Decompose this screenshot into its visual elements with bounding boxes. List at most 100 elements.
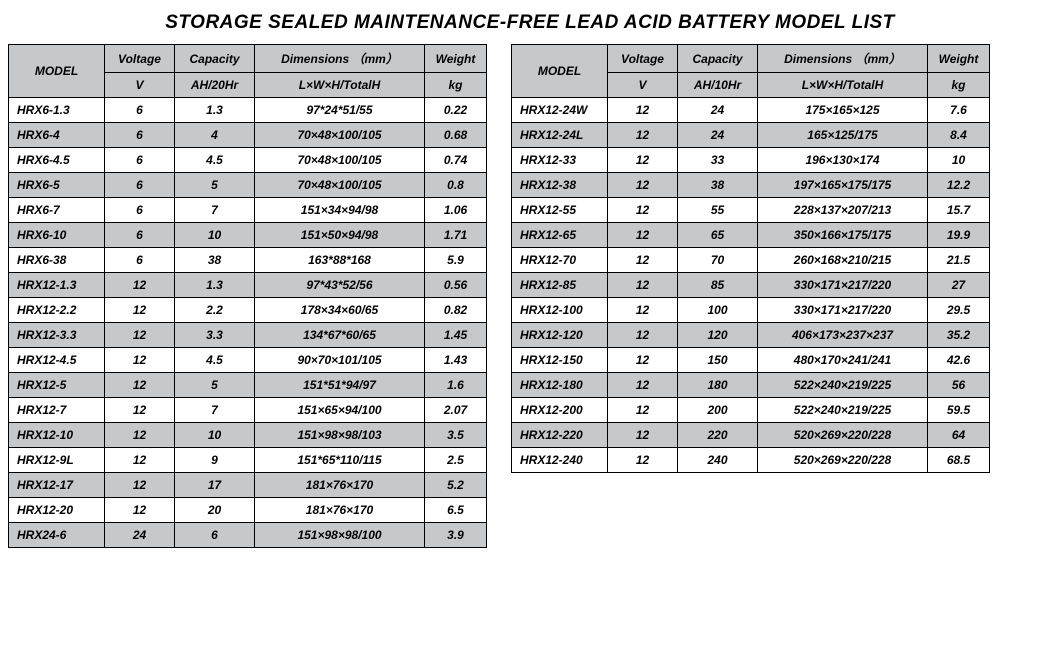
cell-weight: 1.6 <box>425 373 487 398</box>
table-row: HRX12-18012180522×240×219/22556 <box>512 373 990 398</box>
cell-voltage: 12 <box>608 148 678 173</box>
cell-voltage: 12 <box>105 323 175 348</box>
cell-weight: 68.5 <box>928 448 990 473</box>
table-row: HRX12-24012240520×269×220/22868.5 <box>512 448 990 473</box>
cell-capacity: 10 <box>175 223 255 248</box>
table-row: HRX12-10012100330×171×217/22029.5 <box>512 298 990 323</box>
cell-dimensions: 480×170×241/241 <box>758 348 928 373</box>
cell-weight: 10 <box>928 148 990 173</box>
cell-voltage: 12 <box>105 273 175 298</box>
cell-voltage: 12 <box>608 298 678 323</box>
cell-model: HRX6-4.5 <box>9 148 105 173</box>
cell-capacity: 200 <box>678 398 758 423</box>
table-row: HRX12-851285330×171×217/22027 <box>512 273 990 298</box>
table-row: HRX12-7127151×65×94/1002.07 <box>9 398 487 423</box>
cell-dimensions: 151×50×94/98 <box>255 223 425 248</box>
cell-model: HRX6-38 <box>9 248 105 273</box>
cell-weight: 3.9 <box>425 523 487 548</box>
cell-model: HRX12-220 <box>512 423 608 448</box>
cell-capacity: 24 <box>678 98 758 123</box>
cell-capacity: 65 <box>678 223 758 248</box>
cell-dimensions: 175×165×125 <box>758 98 928 123</box>
cell-dimensions: 70×48×100/105 <box>255 173 425 198</box>
cell-voltage: 12 <box>608 223 678 248</box>
cell-model: HRX12-17 <box>9 473 105 498</box>
cell-capacity: 180 <box>678 373 758 398</box>
table-row: HRX12-651265350×166×175/17519.9 <box>512 223 990 248</box>
cell-model: HRX12-38 <box>512 173 608 198</box>
cell-dimensions: 350×166×175/175 <box>758 223 928 248</box>
cell-model: HRX12-3.3 <box>9 323 105 348</box>
cell-model: HRX12-2.2 <box>9 298 105 323</box>
cell-voltage: 12 <box>608 173 678 198</box>
col-dimensions-sub: L×W×H/TotalH <box>255 73 425 98</box>
cell-capacity: 7 <box>175 198 255 223</box>
cell-voltage: 6 <box>105 98 175 123</box>
cell-model: HRX6-10 <box>9 223 105 248</box>
cell-voltage: 6 <box>105 198 175 223</box>
table-row: HRX6-1.361.397*24*51/550.22 <box>9 98 487 123</box>
cell-weight: 19.9 <box>928 223 990 248</box>
col-capacity-top: Capacity <box>678 45 758 73</box>
col-capacity-top: Capacity <box>175 45 255 73</box>
cell-weight: 1.71 <box>425 223 487 248</box>
cell-model: HRX12-4.5 <box>9 348 105 373</box>
cell-capacity: 55 <box>678 198 758 223</box>
cell-voltage: 12 <box>608 248 678 273</box>
col-weight-top: Weight <box>928 45 990 73</box>
cell-dimensions: 260×168×210/215 <box>758 248 928 273</box>
cell-voltage: 12 <box>105 348 175 373</box>
cell-voltage: 12 <box>105 398 175 423</box>
cell-dimensions: 70×48×100/105 <box>255 148 425 173</box>
cell-model: HRX12-10 <box>9 423 105 448</box>
cell-model: HRX12-85 <box>512 273 608 298</box>
cell-voltage: 12 <box>105 498 175 523</box>
cell-dimensions: 181×76×170 <box>255 473 425 498</box>
cell-capacity: 5 <box>175 173 255 198</box>
cell-weight: 42.6 <box>928 348 990 373</box>
cell-voltage: 6 <box>105 248 175 273</box>
cell-model: HRX12-200 <box>512 398 608 423</box>
cell-voltage: 6 <box>105 223 175 248</box>
table-row: HRX12-171217181×76×1705.2 <box>9 473 487 498</box>
cell-dimensions: 522×240×219/225 <box>758 373 928 398</box>
cell-weight: 59.5 <box>928 398 990 423</box>
table-row: HRX12-9L129151*65*110/1152.5 <box>9 448 487 473</box>
cell-voltage: 12 <box>608 98 678 123</box>
cell-weight: 3.5 <box>425 423 487 448</box>
col-voltage-sub: V <box>608 73 678 98</box>
cell-capacity: 20 <box>175 498 255 523</box>
cell-capacity: 220 <box>678 423 758 448</box>
cell-voltage: 12 <box>608 323 678 348</box>
cell-capacity: 7 <box>175 398 255 423</box>
table-row: HRX12-331233196×130×17410 <box>512 148 990 173</box>
cell-dimensions: 151×65×94/100 <box>255 398 425 423</box>
cell-dimensions: 406×173×237×237 <box>758 323 928 348</box>
cell-dimensions: 90×70×101/105 <box>255 348 425 373</box>
cell-capacity: 3.3 <box>175 323 255 348</box>
table-row: HRX6-10610151×50×94/981.71 <box>9 223 487 248</box>
cell-dimensions: 228×137×207/213 <box>758 198 928 223</box>
cell-weight: 64 <box>928 423 990 448</box>
cell-capacity: 1.3 <box>175 98 255 123</box>
cell-capacity: 85 <box>678 273 758 298</box>
cell-voltage: 12 <box>105 373 175 398</box>
cell-weight: 0.82 <box>425 298 487 323</box>
cell-model: HRX12-9L <box>9 448 105 473</box>
cell-voltage: 12 <box>608 348 678 373</box>
col-voltage-top: Voltage <box>105 45 175 73</box>
tables-container: MODEL Voltage Capacity Dimensions （mm） W… <box>8 44 1052 548</box>
cell-model: HRX12-7 <box>9 398 105 423</box>
cell-model: HRX12-240 <box>512 448 608 473</box>
cell-weight: 29.5 <box>928 298 990 323</box>
table-row: HRX12-101210151×98×98/1033.5 <box>9 423 487 448</box>
cell-voltage: 6 <box>105 148 175 173</box>
cell-weight: 0.74 <box>425 148 487 173</box>
cell-weight: 0.68 <box>425 123 487 148</box>
cell-capacity: 240 <box>678 448 758 473</box>
cell-capacity: 24 <box>678 123 758 148</box>
cell-model: HRX12-150 <box>512 348 608 373</box>
cell-capacity: 17 <box>175 473 255 498</box>
cell-weight: 2.5 <box>425 448 487 473</box>
table-row: HRX12-4.5124.590×70×101/1051.43 <box>9 348 487 373</box>
